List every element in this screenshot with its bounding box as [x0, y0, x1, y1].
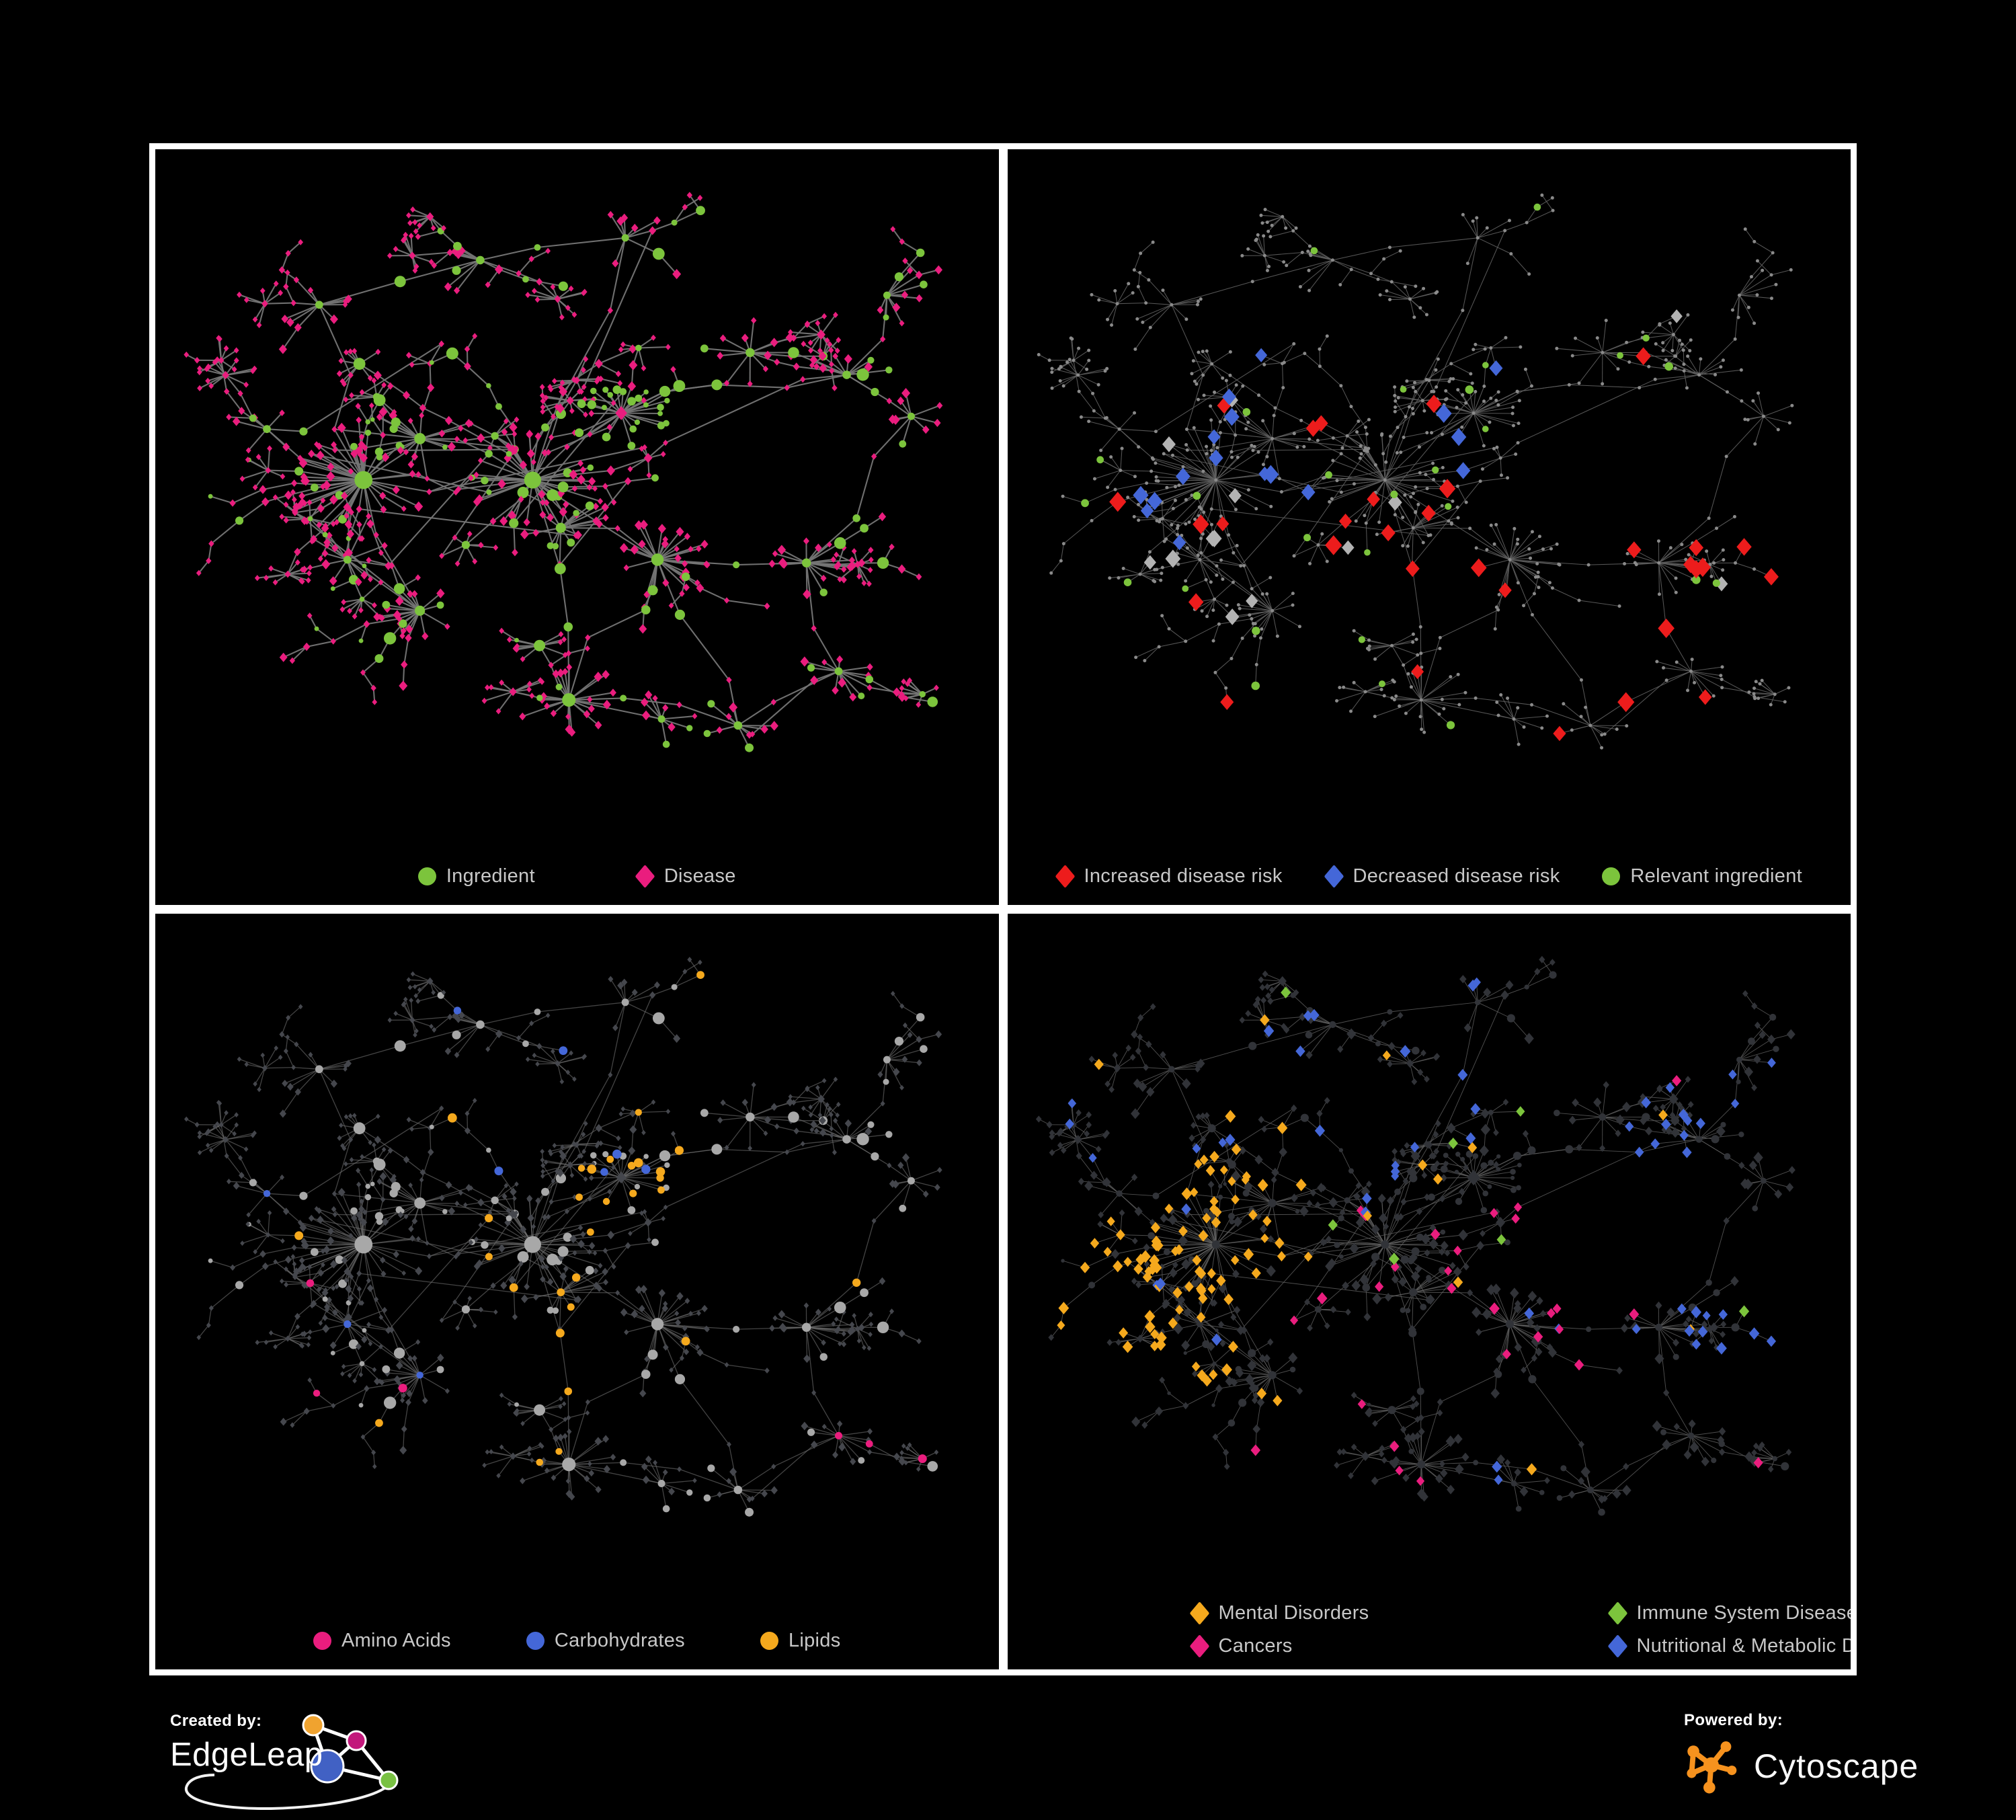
legend-item: Relevant ingredient	[1602, 865, 1802, 887]
legend-label: Mental Disorders	[1218, 1602, 1369, 1624]
figure-panel-grid: Ingredient Disease Increased disease risk…	[149, 143, 1857, 1675]
network-graph	[1035, 955, 1796, 1516]
legend-circle-swatch	[760, 1632, 778, 1650]
panel-compound-class: Amino Acids Carbohydrates Lipids	[155, 914, 999, 1669]
legend-item: Mental Disorders	[1189, 1601, 1369, 1626]
network-graph	[184, 957, 942, 1517]
legend-item: Ingredient	[417, 865, 535, 887]
legend-diamond-swatch	[1055, 864, 1075, 889]
legend-label: Carbohydrates	[554, 1630, 685, 1651]
legend-item: Decreased disease risk	[1324, 864, 1560, 889]
legend-item: Carbohydrates	[526, 1630, 685, 1652]
legend-diamond-swatch	[1189, 1601, 1209, 1626]
legend: Mental Disorders Immune System Diseases Ca…	[1008, 1601, 1851, 1659]
legend-label: Decreased disease risk	[1353, 865, 1560, 887]
legend-label: Relevant ingredient	[1630, 865, 1802, 887]
panel-disease-risk: Increased disease risk Decreased disease …	[1007, 149, 1851, 905]
edgeleap-node-green	[378, 1770, 399, 1790]
edgeleap-node-orange	[302, 1714, 325, 1737]
legend-label: Disease	[663, 865, 736, 887]
legend-label: Immune System Diseases	[1636, 1602, 1851, 1624]
legend: Increased disease risk Decreased disease …	[1008, 864, 1851, 889]
legend-diamond-swatch	[635, 864, 655, 889]
legend-diamond-swatch	[1607, 1634, 1627, 1659]
legend-label: Amino Acids	[341, 1630, 451, 1651]
legend-diamond-swatch	[1189, 1634, 1209, 1659]
legend-item: Immune System Diseases	[1607, 1601, 1851, 1626]
legend-item: Nutritional & Metabolic Diseases	[1607, 1634, 1851, 1659]
legend-label: Ingredient	[446, 865, 535, 887]
created-by-label: Created by:	[170, 1712, 262, 1730]
legend-circle-swatch	[417, 867, 436, 885]
legend-item: Lipids	[760, 1630, 841, 1652]
network-graph	[184, 192, 943, 752]
legend-circle-swatch	[526, 1632, 545, 1650]
cytoscape-logo-icon	[1687, 1741, 1737, 1794]
panel-disease-category: Mental Disorders Immune System Diseases Ca…	[1007, 914, 1851, 1669]
network-graph	[1037, 193, 1793, 750]
legend: Ingredient Disease	[155, 864, 999, 889]
edgeleap-credit: Created by: EdgeLeap	[170, 1712, 439, 1818]
legend-item: Amino Acids	[313, 1630, 451, 1652]
edgeleap-brand: EdgeLeap	[170, 1737, 323, 1773]
legend-label: Nutritional & Metabolic Diseases	[1636, 1635, 1851, 1657]
legend-item: Cancers	[1189, 1634, 1293, 1659]
panel-ingredient-disease: Ingredient Disease	[155, 149, 999, 905]
legend-circle-swatch	[313, 1632, 331, 1650]
legend-item: Disease	[635, 864, 736, 889]
legend-diamond-swatch	[1607, 1601, 1627, 1626]
legend-diamond-swatch	[1324, 864, 1344, 889]
legend-label: Cancers	[1218, 1635, 1293, 1657]
legend-label: Increased disease risk	[1084, 865, 1283, 887]
edgeleap-node-magenta	[346, 1730, 367, 1751]
cytoscape-brand: Cytoscape	[1754, 1747, 1919, 1785]
edgeleap-logo-icon	[184, 1714, 399, 1811]
edgeleap-node-blue	[310, 1749, 345, 1784]
powered-by-label: Powered by:	[1684, 1711, 1783, 1729]
legend: Amino Acids Carbohydrates Lipids	[155, 1630, 999, 1652]
legend-label: Lipids	[788, 1630, 841, 1651]
legend-circle-swatch	[1602, 867, 1621, 885]
legend-item: Increased disease risk	[1055, 864, 1283, 889]
cytoscape-credit: Powered by: Cytoscape	[1684, 1711, 1973, 1812]
